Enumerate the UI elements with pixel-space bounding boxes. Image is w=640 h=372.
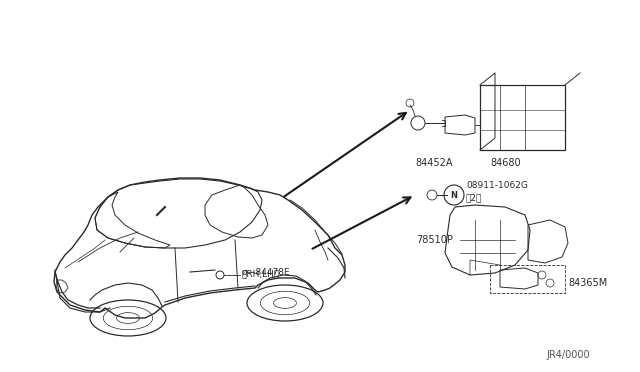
Text: （RH,LH）: （RH,LH） xyxy=(242,269,280,278)
Text: 84680: 84680 xyxy=(490,158,520,168)
Text: JR4/0000: JR4/0000 xyxy=(547,350,590,360)
Text: N: N xyxy=(451,190,458,199)
Text: 84365M: 84365M xyxy=(568,278,607,288)
Text: 84452A: 84452A xyxy=(415,158,452,168)
Text: 78510P: 78510P xyxy=(416,235,453,245)
Text: 08911-1062G: 08911-1062G xyxy=(466,181,528,190)
Text: （2）: （2） xyxy=(466,193,483,202)
Text: ø—84478E: ø—84478E xyxy=(242,268,291,277)
